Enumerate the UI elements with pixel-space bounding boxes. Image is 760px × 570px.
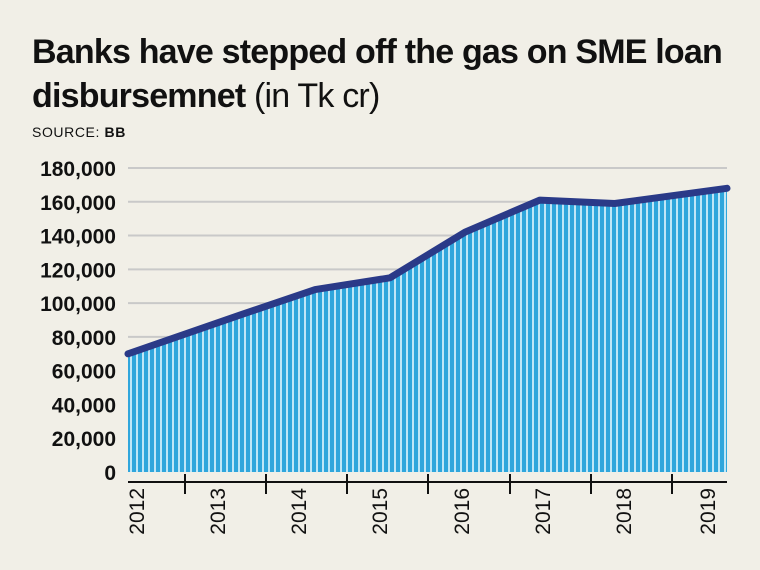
chart-title: Banks have stepped off the gas on SME lo… — [32, 30, 742, 118]
y-axis: 0 20,000 40,000 60,000 80,000 100,000 120,000 1… — [40, 158, 116, 485]
area-layer — [124, 184, 731, 473]
y-tick-label: 80,000 — [52, 327, 116, 350]
y-tick-label: 20,000 — [52, 428, 116, 451]
x-tick-label: 2018 — [613, 488, 636, 535]
area-fill — [128, 188, 727, 473]
x-tick-label: 2013 — [207, 488, 230, 535]
y-tick-label: 0 — [104, 462, 116, 485]
source-label: SOURCE: — [32, 124, 100, 140]
y-tick-label: 160,000 — [40, 192, 116, 215]
y-tick-label: 40,000 — [52, 394, 116, 417]
x-tick-label: 2014 — [288, 488, 311, 535]
source-value: BB — [104, 124, 126, 140]
chart-title-unit: (in Tk cr) — [254, 77, 380, 115]
x-tick-label: 2015 — [369, 488, 392, 535]
x-tick-label: 2016 — [451, 488, 474, 535]
x-axis: 2012 2013 2014 2015 2016 2017 2018 2019 — [126, 474, 727, 535]
y-tick-label: 60,000 — [52, 361, 116, 384]
series-line — [124, 184, 731, 358]
x-tick-label: 2017 — [532, 488, 555, 535]
y-tick-label: 100,000 — [40, 293, 116, 316]
chart-source: SOURCE: BB — [32, 124, 126, 140]
y-tick-label: 140,000 — [40, 226, 116, 249]
y-tick-label: 180,000 — [40, 158, 116, 181]
chart-title-text: Banks have stepped off the gas on SME lo… — [32, 33, 723, 115]
x-tick-label: 2012 — [126, 488, 149, 535]
x-tick-label: 2019 — [697, 488, 720, 535]
y-tick-label: 120,000 — [40, 259, 116, 282]
